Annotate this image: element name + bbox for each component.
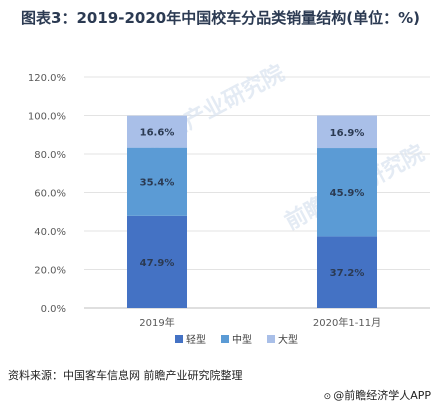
x-tick-label: 2020年1-11月	[313, 316, 381, 329]
credit-text: @前瞻经济学人APP	[333, 389, 431, 402]
x-axis-labels: 2019年 2020年1-11月	[139, 316, 381, 329]
data-label: 16.9%	[330, 128, 365, 139]
source-note: 资料来源：中国客车信息网 前瞻产业研究院整理	[8, 369, 243, 382]
legend-label: 轻型	[186, 333, 206, 346]
data-label: 45.9%	[330, 188, 365, 199]
data-label: 47.9%	[140, 258, 175, 269]
bar-segment	[317, 236, 377, 308]
y-tick-label: 20.0%	[34, 266, 66, 277]
legend-label: 大型	[278, 333, 298, 346]
y-tick-label: 100.0%	[28, 112, 66, 123]
y-tick-label: 40.0%	[34, 227, 66, 238]
y-tick-label: 120.0%	[28, 73, 66, 84]
x-tick-label: 2019年	[139, 316, 174, 329]
data-label: 16.6%	[140, 128, 175, 139]
data-label: 35.4%	[140, 178, 175, 189]
app-logo-icon: ⊙	[323, 392, 332, 402]
y-tick-label: 80.0%	[34, 150, 66, 161]
bar-segment	[317, 115, 377, 149]
legend-swatch	[267, 335, 275, 343]
y-tick-label: 0.0%	[41, 304, 66, 315]
bar-segment	[127, 215, 187, 308]
y-tick-label: 60.0%	[34, 189, 66, 200]
chart-title: 图表3：2019-2020年中国校车分品类销量结构(单位：%)	[21, 9, 420, 27]
bar-segment	[317, 148, 377, 237]
legend-label: 中型	[232, 333, 252, 346]
legend-swatch	[175, 335, 183, 343]
data-label: 37.2%	[330, 268, 365, 279]
credit-note: ⊙ @前瞻经济学人APP	[324, 387, 431, 403]
bar-segment	[127, 115, 187, 148]
y-axis-ticks: 0.0% 20.0% 40.0% 60.0% 80.0% 100.0% 120.0%	[28, 73, 66, 315]
legend-swatch	[221, 335, 229, 343]
legend: 轻型 中型 大型	[175, 333, 298, 346]
bar-segment	[127, 147, 187, 216]
bars: 47.9% 35.4% 16.6% 37.2% 45.9% 16.9%	[127, 115, 377, 308]
